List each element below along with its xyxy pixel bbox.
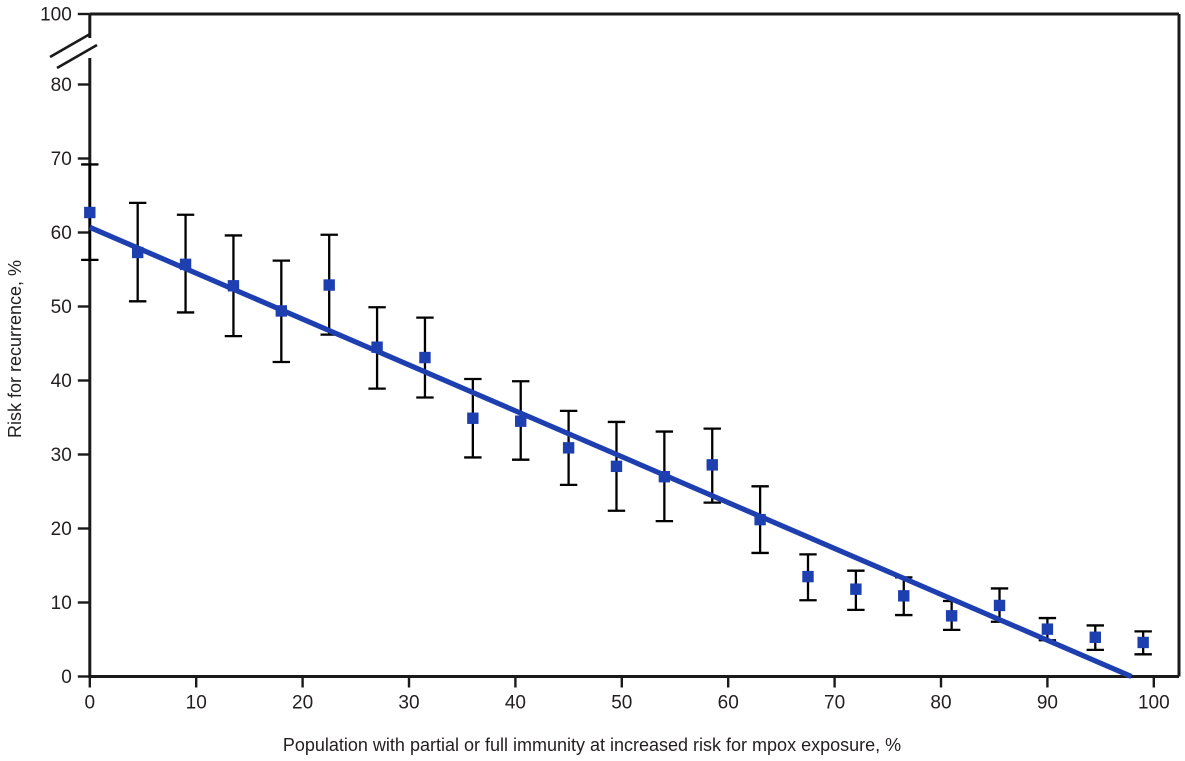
data-point xyxy=(467,412,479,424)
data-point xyxy=(754,513,766,526)
data-point xyxy=(850,583,862,595)
y-tick-label: 60 xyxy=(51,223,72,244)
x-tick-label: 0 xyxy=(85,693,96,714)
data-point xyxy=(515,415,527,427)
x-tick-label: 20 xyxy=(292,693,313,714)
data-point xyxy=(993,599,1006,612)
y-tick-label: 0 xyxy=(61,667,72,688)
x-tick-label: 30 xyxy=(398,693,419,714)
data-point xyxy=(323,279,335,291)
y-axis-break-icon xyxy=(56,43,98,70)
y-tick-label: 20 xyxy=(51,519,72,540)
data-point xyxy=(1089,631,1101,643)
x-tick-label: 100 xyxy=(1138,693,1170,714)
x-tick-label: 40 xyxy=(505,693,526,714)
x-tick-label: 80 xyxy=(930,693,951,714)
x-tick-label: 70 xyxy=(824,693,845,714)
x-axis-title: Population with partial or full immunity… xyxy=(283,735,901,755)
trend-line xyxy=(88,224,1133,679)
data-point xyxy=(419,351,431,364)
data-point xyxy=(131,246,144,259)
data-point xyxy=(1137,636,1149,649)
data-point xyxy=(898,590,910,602)
y-tick-label: 100 xyxy=(40,5,72,26)
x-tick-label: 60 xyxy=(718,693,739,714)
data-point xyxy=(84,206,96,219)
y-tick-label: 80 xyxy=(51,75,72,96)
data-point xyxy=(371,341,383,353)
data-point xyxy=(1041,623,1054,635)
data-point xyxy=(706,459,718,471)
y-tick-label: 40 xyxy=(51,371,72,392)
y-axis-title: Risk for recurrence, % xyxy=(5,260,25,438)
x-tick-label: 50 xyxy=(611,693,632,714)
data-point xyxy=(610,460,623,473)
data-point xyxy=(562,442,575,454)
y-axis-break-icon xyxy=(49,32,91,59)
x-tick-label: 90 xyxy=(1037,693,1058,714)
y-tick-label: 30 xyxy=(51,445,72,466)
data-point xyxy=(179,258,192,271)
data-point xyxy=(275,305,288,317)
y-tick-label: 50 xyxy=(51,297,72,318)
y-tick-label: 70 xyxy=(51,149,72,170)
data-point xyxy=(658,471,671,483)
data-point xyxy=(802,570,814,583)
y-tick-label: 10 xyxy=(51,593,72,614)
data-point xyxy=(945,610,958,622)
data-point xyxy=(227,280,240,292)
x-tick-label: 10 xyxy=(186,693,207,714)
